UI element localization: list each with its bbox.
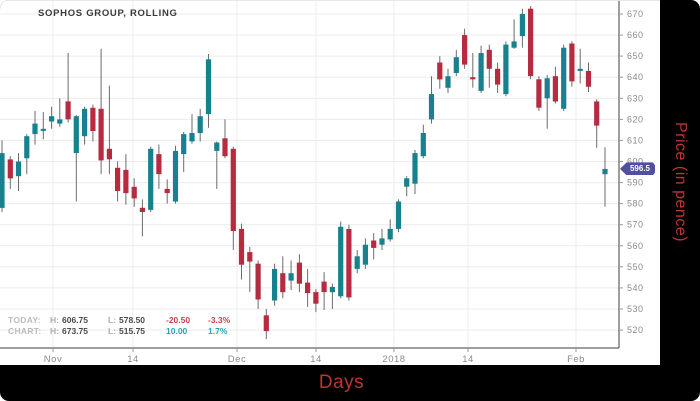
today-high: H: 606.75 [50, 315, 88, 325]
svg-text:Nov: Nov [44, 354, 62, 365]
svg-text:630: 630 [627, 93, 644, 103]
svg-text:550: 550 [627, 262, 644, 272]
svg-text:610: 610 [627, 135, 644, 145]
svg-text:620: 620 [627, 114, 644, 124]
svg-text:530: 530 [627, 304, 644, 314]
chart-high: H: 673.75 [50, 325, 88, 336]
price-badge: 596.5 [620, 162, 655, 176]
today-label: TODAY: [8, 315, 41, 325]
svg-text:Feb: Feb [567, 354, 585, 365]
svg-text:660: 660 [627, 30, 644, 40]
y-axis-title: Price (in pence) [672, 122, 689, 243]
svg-text:Dec: Dec [228, 354, 246, 365]
chart-change-pct: 1.7% [208, 325, 228, 336]
svg-text:580: 580 [627, 199, 644, 209]
chart-label: CHART: [8, 325, 42, 336]
candlestick-chart[interactable]: 520 530 540 550 560 570 580 590 600 610 620 630 640 6… [0, 1, 660, 366]
price-badge-value: 596.5 [629, 164, 650, 174]
svg-text:600: 600 [627, 157, 644, 167]
svg-text:650: 650 [627, 51, 644, 61]
today-low: L: 578.50 [108, 315, 146, 325]
svg-text:540: 540 [627, 283, 644, 293]
svg-text:520: 520 [627, 325, 644, 335]
today-change: -20.50 [166, 315, 191, 325]
svg-text:14: 14 [310, 354, 322, 365]
chart-title: SOPHOS GROUP, ROLLING [38, 8, 178, 19]
stats-panel: TODAY: H: 606.75 L: 578.50 -20.50 -3.3% CH… [8, 315, 250, 336]
svg-text:670: 670 [627, 9, 644, 19]
x-axis-title: Days [318, 372, 365, 393]
chart-change: 10.00 [166, 325, 188, 336]
plot-area: 520 530 540 550 560 570 580 590 600 610 620 630 640 6… [0, 0, 660, 365]
chart-low: L: 515.75 [108, 325, 146, 336]
svg-text:14: 14 [127, 354, 139, 365]
today-change-pct: -3.3% [208, 315, 231, 325]
svg-text:570: 570 [627, 220, 644, 230]
svg-text:14: 14 [462, 354, 474, 365]
svg-text:640: 640 [627, 72, 644, 82]
svg-text:2018: 2018 [382, 354, 405, 365]
stats-today-row: TODAY: H: 606.75 L: 578.50 -20.50 -3.3% [8, 315, 250, 326]
svg-text:590: 590 [627, 178, 644, 188]
stats-chart-row: CHART: H: 673.75 L: 515.75 10.00 1.7% [8, 326, 250, 337]
svg-text:560: 560 [627, 241, 644, 251]
